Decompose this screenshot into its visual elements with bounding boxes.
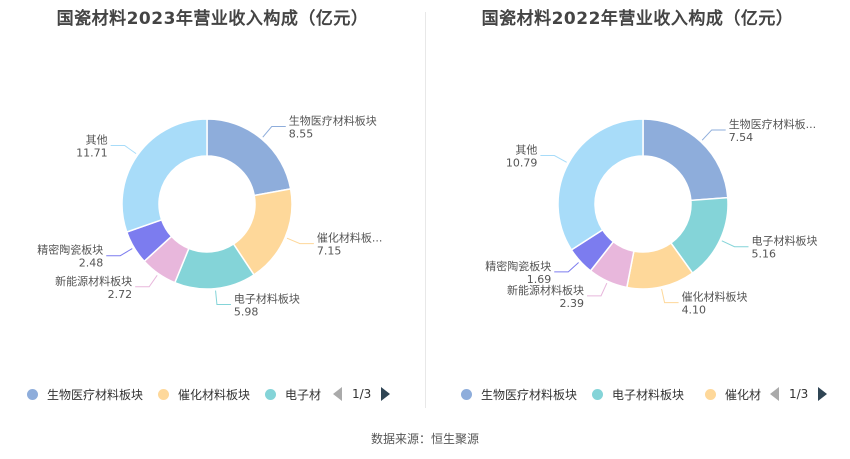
slice-label: 催化材料板... [317,231,383,245]
data-source: 数据来源：恒生聚源 [370,432,479,446]
slice-label: 新能源材料板块 [507,283,584,297]
slice-label: 催化材料板块 [682,290,748,304]
slice-value: 5.98 [234,306,259,319]
leader-line [262,125,286,138]
legend-item[interactable]: 催化材料板块 [158,384,250,404]
divider [425,12,426,408]
slice-value: 7.54 [729,131,754,144]
slice-value: 8.55 [289,127,314,140]
legend-label: 生物医疗材料板块 [47,387,144,402]
leader-line [701,129,726,141]
legend: 生物医疗材料板块 催化材料板块 电子材 1/3 [0,384,425,404]
slice-label: 新能源材料板块 [55,274,132,288]
legend-item[interactable]: 电子材 [265,384,321,404]
slice-label: 精密陶瓷板块 [37,243,103,257]
legend-label: 生物医疗材料板块 [481,387,578,402]
slice-label: 生物医疗材料板... [729,117,817,131]
slice-label: 精密陶瓷板块 [485,259,551,273]
slice-label: 生物医疗材料板块 [289,113,377,127]
legend-marker [265,388,276,400]
prev-page-icon[interactable] [333,387,342,401]
legend: 生物医疗材料板块 电子材料板块 催化材 1/3 [425,384,850,404]
slice-label: 电子材料板块 [234,292,300,306]
page-indicator: 1/3 [789,387,809,401]
legend-marker [592,388,603,400]
leader-line [587,282,608,297]
slice-value: 11.71 [76,147,108,160]
leader-line [135,275,158,288]
slice-label: 其他 [515,144,537,157]
pie-slice[interactable] [557,118,644,251]
leader-line [540,155,567,163]
slice-label: 其他 [86,134,108,147]
slice-value: 4.10 [682,304,707,317]
leader-line [661,288,679,304]
slice-label: 电子材料板块 [752,234,818,248]
slice-value: 2.72 [108,288,133,301]
leader-line [554,262,579,273]
leader-line [106,248,133,257]
slice-value: 1.69 [527,273,552,286]
chart-title: 国瓷材料2022年营业收入构成（亿元） [481,9,794,29]
legend-marker [461,388,472,400]
slice-value: 7.15 [317,245,342,258]
legend-label: 催化材 [725,387,762,402]
leader-line [286,237,314,245]
next-page-icon[interactable] [818,387,828,401]
chart-panel-2022: 国瓷材料2022年营业收入构成（亿元） 生物医疗材料板... 7.54 电子材料板块… [425,0,850,420]
leader-line [215,290,231,306]
legend-item[interactable]: 催化材 [705,384,761,404]
legend-marker [27,388,38,400]
slice-value: 5.16 [752,248,777,261]
legend-pager: 1/3 [333,384,391,404]
page-indicator: 1/3 [352,387,372,401]
legend-marker [158,388,169,400]
pie-slice[interactable] [642,118,729,202]
chart-title: 国瓷材料2023年营业收入构成（亿元） [56,9,369,29]
legend-label: 催化材料板块 [178,387,251,402]
pie-slice[interactable] [121,118,208,233]
slice-value: 2.48 [79,257,104,270]
legend-label: 电子材料板块 [612,387,685,402]
slice-value: 2.39 [560,297,585,310]
legend-item[interactable]: 电子材料板块 [592,384,684,404]
chart-panel-2023: 国瓷材料2023年营业收入构成（亿元） 生物医疗材料板块 8.55 催化材料板...… [0,0,425,420]
prev-page-icon[interactable] [770,387,779,401]
legend-marker [705,388,716,400]
pie-slice[interactable] [206,118,292,197]
legend-label: 电子材 [285,387,322,402]
next-page-icon[interactable] [381,387,391,401]
legend-item[interactable]: 生物医疗材料板块 [27,384,143,404]
legend-item[interactable]: 生物医疗材料板块 [461,384,577,404]
legend-pager: 1/3 [770,384,828,404]
slice-value: 10.79 [506,157,538,170]
leader-line [110,145,137,155]
leader-line [721,240,749,248]
